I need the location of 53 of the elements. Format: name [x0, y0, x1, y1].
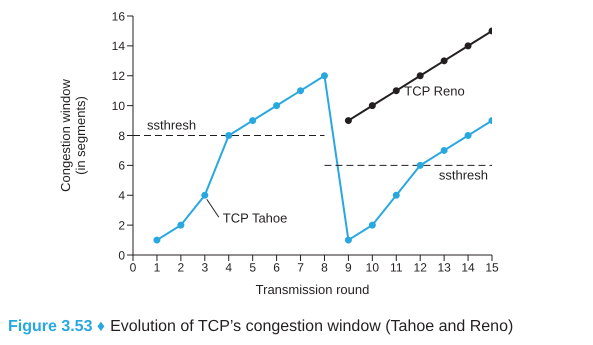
point [392, 192, 400, 199]
point [344, 117, 352, 124]
point [201, 192, 208, 199]
x-tick-label: 15 [485, 260, 499, 275]
x-tick-label: 10 [366, 260, 380, 275]
x-tick-label: 8 [321, 260, 328, 275]
x-tick-label: 7 [297, 260, 304, 275]
point [368, 222, 376, 229]
point [225, 132, 232, 139]
caption: Figure 3.53 ♦ [8, 318, 106, 335]
point [440, 146, 448, 154]
series-label: ssthresh [438, 167, 488, 182]
x-tick-label: 1 [154, 260, 161, 275]
y-tick-label: 8 [118, 128, 126, 143]
point [344, 236, 352, 244]
point [464, 42, 472, 50]
x-tick-label: 6 [273, 260, 280, 275]
point [464, 132, 472, 139]
y-tick-label: 4 [118, 188, 126, 203]
x-axis-title: Transmission round [256, 282, 370, 297]
y-axis-title: Congestion window (in segments) [58, 78, 88, 192]
x-tick-label: 0 [130, 260, 137, 275]
series-label: ssthresh [147, 118, 196, 132]
point [297, 87, 304, 94]
y-tick-label: 6 [118, 158, 126, 173]
point [177, 222, 184, 229]
x-tick-label: 4 [225, 260, 232, 275]
x-tick-label: 2 [178, 260, 185, 275]
point [392, 87, 400, 94]
point [320, 72, 328, 80]
series-label: TCP Reno [404, 84, 465, 99]
y-tick-label: 2 [118, 218, 126, 232]
y-tick-label: 14 [112, 39, 126, 54]
x-tick-label: 5 [249, 260, 256, 275]
y-tick-label: 10 [112, 98, 126, 113]
y-tick-label: 12 [112, 69, 126, 84]
point [153, 236, 160, 244]
point [440, 57, 448, 64]
x-tick-label: 3 [201, 260, 208, 275]
x-tick-label: 14 [461, 260, 476, 275]
y-tick-label: 16 [112, 9, 126, 24]
y-tick-label: 0 [118, 248, 126, 262]
point [273, 102, 280, 110]
x-tick-label: 13 [437, 260, 452, 275]
series-label: TCP Tahoe [222, 210, 288, 226]
text: Evolution of TCP’s congestion window (Tahoe and Reno) [110, 318, 514, 335]
point [416, 162, 424, 169]
x-tick-label: 11 [390, 260, 403, 275]
point [368, 102, 376, 110]
point [249, 117, 256, 124]
x-tick-label: 12 [414, 260, 428, 275]
x-tick-label: 9 [345, 260, 352, 275]
point [416, 72, 424, 80]
